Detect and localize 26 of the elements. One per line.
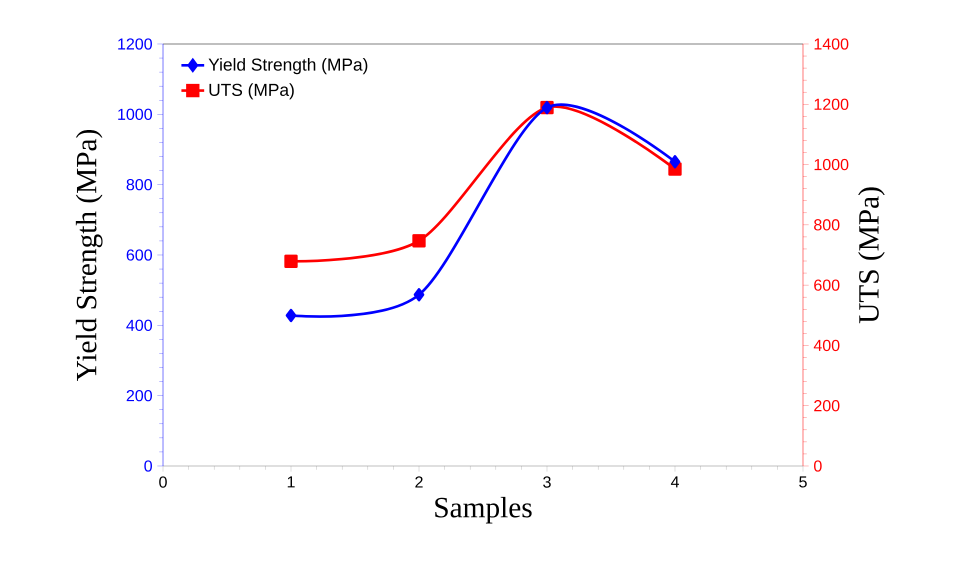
- y-tick-label: 1200: [118, 38, 152, 50]
- x-tick-label: 4: [670, 476, 679, 488]
- x-tick-label: 1: [288, 476, 295, 488]
- y2-tick-label: 1000: [814, 158, 848, 170]
- y2-tick-label: 200: [814, 400, 840, 412]
- legend-label: UTS (MPa): [210, 83, 294, 100]
- y-tick-label: 1000: [118, 108, 152, 120]
- y-tick-label: 400: [126, 320, 152, 331]
- y-tick-label: 0: [144, 460, 152, 472]
- y-tick-label: 800: [126, 178, 152, 190]
- y-tick-label: 200: [126, 390, 152, 402]
- y-tick-label: 600: [126, 249, 152, 261]
- x-tick-label: 0: [159, 476, 167, 488]
- y2-tick-label: 0: [814, 460, 822, 472]
- y2-tick-label: 1200: [814, 98, 848, 110]
- x-tick-label: 2: [415, 476, 423, 488]
- y2-tick-label: 400: [814, 340, 840, 352]
- x-tick-label: 5: [799, 476, 807, 488]
- x-axis-title: Samples: [435, 496, 532, 524]
- y2-axis-title: UTS (MPa): [858, 187, 885, 324]
- y2-tick-label: 600: [814, 279, 840, 291]
- legend-label: Yield Strength (MPa): [208, 58, 368, 74]
- y2-tick-label: 1400: [814, 38, 848, 50]
- y2-tick-label: 800: [814, 219, 840, 230]
- y-axis-title: Yield Strength (MPa): [76, 130, 103, 381]
- x-tick-label: 3: [543, 476, 551, 488]
